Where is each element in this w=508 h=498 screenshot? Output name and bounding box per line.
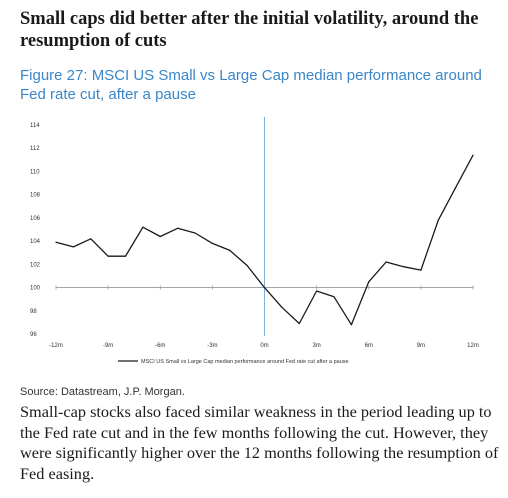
y-tick-label: 98	[30, 309, 37, 315]
x-tick-label: 0m	[260, 343, 268, 349]
figure-title: Figure 27: MSCI US Small vs Large Cap me…	[20, 67, 482, 103]
data-point	[124, 255, 127, 257]
y-tick-label: 102	[30, 262, 41, 268]
data-point	[90, 238, 92, 240]
x-tick-label: -12m	[49, 343, 63, 349]
data-point	[55, 241, 57, 243]
x-tick-label: 6m	[365, 343, 373, 349]
data-point	[350, 324, 352, 326]
x-tick-label: 12m	[467, 343, 479, 349]
plot-area: 96 98 100 102 104 106 108 110 112 114 -12m -9m -6m -3…	[30, 117, 479, 349]
data-point	[420, 269, 422, 271]
legend-label: MSCI US Small vs Large Cap median perfor…	[141, 359, 349, 365]
data-point	[194, 232, 196, 234]
data-point	[472, 154, 474, 156]
data-point	[368, 281, 370, 283]
y-tick-label: 108	[30, 193, 41, 199]
data-point	[333, 296, 335, 298]
data-point	[246, 264, 248, 267]
x-tick-label: -3m	[207, 343, 217, 349]
data-point	[298, 322, 300, 325]
data-point	[211, 242, 213, 245]
x-tick-label: 9m	[417, 343, 425, 349]
body-paragraph: Small-cap stocks also faced similar weak…	[20, 402, 499, 483]
x-tick-label: -9m	[103, 343, 113, 349]
y-tick-label: 110	[30, 169, 40, 175]
data-point	[402, 266, 405, 268]
data-point	[72, 246, 74, 248]
data-point	[229, 249, 231, 251]
data-point	[142, 226, 144, 228]
y-tick-label: 114	[30, 123, 40, 129]
y-tick-label: 104	[30, 239, 41, 245]
data-point	[455, 187, 457, 189]
data-point	[437, 219, 439, 221]
data-point	[177, 227, 179, 229]
data-point	[159, 235, 161, 238]
y-tick-label: 96	[30, 332, 37, 338]
data-point	[385, 261, 387, 263]
data-point	[281, 306, 283, 308]
legend: MSCI US Small vs Large Cap median perfor…	[118, 359, 349, 365]
data-point	[316, 290, 318, 292]
line-chart: 96 98 100 102 104 106 108 110 112 114 -12m -9m -6m -3…	[30, 117, 479, 365]
data-point	[107, 255, 109, 257]
y-tick-label: 100	[30, 286, 41, 292]
x-tick-label: 3m	[312, 343, 320, 349]
y-tick-label: 112	[30, 146, 40, 152]
y-tick-label: 106	[30, 216, 41, 222]
data-point	[263, 286, 266, 289]
source-note: Source: Datastream, J.P. Morgan.	[20, 386, 185, 398]
x-tick-label: -6m	[155, 343, 165, 349]
report-heading: Small caps did better after the initial …	[20, 9, 479, 51]
